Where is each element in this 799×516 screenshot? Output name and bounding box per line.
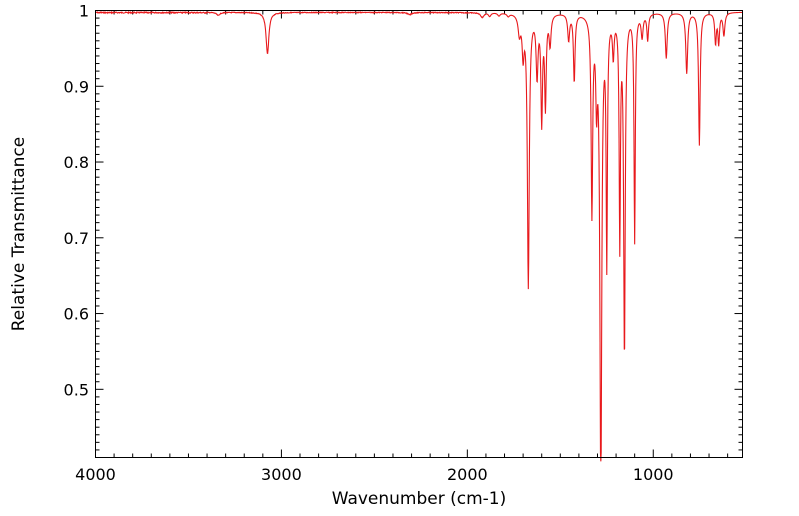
spectrum-line [95, 10, 743, 462]
minor-ticks [95, 10, 743, 458]
y-tick-label: 0.5 [64, 380, 89, 399]
x-tick-label: 4000 [75, 465, 116, 484]
x-tick-label: 2000 [447, 465, 488, 484]
y-tick-label: 0.8 [64, 153, 89, 172]
x-tick-label: 3000 [261, 465, 302, 484]
y-axis-title: Relative Transmittance [9, 137, 29, 332]
y-tick-label: 0.7 [64, 229, 89, 248]
x-tick-label: 1000 [633, 465, 674, 484]
y-tick-labels: 0.5 0.6 0.7 0.8 0.9 1 [64, 2, 89, 400]
plot-frame [95, 10, 743, 458]
y-tick-label: 1 [79, 2, 89, 21]
x-tick-labels: 4000 3000 2000 1000 [75, 465, 673, 484]
x-axis-title: Wavenumber (cm-1) [332, 489, 507, 509]
y-tick-label: 0.6 [64, 305, 89, 324]
y-tick-label: 0.9 [64, 77, 89, 96]
